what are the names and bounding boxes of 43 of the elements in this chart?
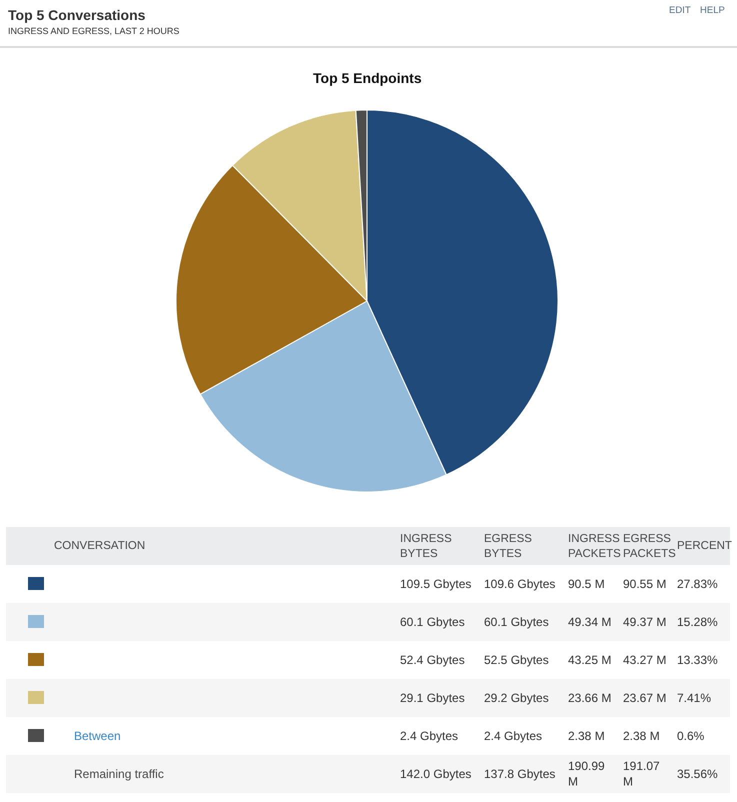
text: 43.25 M (568, 653, 612, 667)
text: 43.27 M (623, 653, 666, 667)
category-label: Remaining traffic (74, 767, 164, 781)
text: 137.8 Gbytes (484, 767, 556, 781)
text: 29.2 Gbytes (484, 691, 549, 705)
text: 49.34 M (568, 615, 612, 629)
text: INGRESS PACKETS (568, 533, 622, 560)
text: HELP (700, 5, 725, 16)
text: 90.5 M (568, 577, 605, 591)
text: 191.07 M (623, 759, 660, 789)
text: 29.1 Gbytes (400, 691, 465, 705)
text: Top 5 Conversations (8, 7, 146, 23)
text: 2.4 Gbytes (484, 729, 542, 743)
text: 2.4 Gbytes (400, 729, 458, 743)
text: 35.56% (677, 767, 718, 781)
text: 142.0 Gbytes (400, 767, 472, 781)
text: 60.1 Gbytes (484, 615, 549, 629)
text: EGRESS PACKETS (623, 533, 676, 560)
text: EGRESS BYTES (484, 533, 532, 560)
text: 23.66 M (568, 691, 612, 705)
text: EDIT (669, 5, 691, 16)
text: 0.6% (677, 729, 705, 743)
text: 2.38 M (568, 729, 605, 743)
text: 109.6 Gbytes (484, 577, 556, 591)
text: 60.1 Gbytes (400, 615, 465, 629)
chart-title: Top 5 Endpoints (313, 70, 422, 86)
text: INGRESS BYTES (400, 533, 452, 560)
category-label: Between (74, 729, 121, 743)
text: 52.4 Gbytes (400, 653, 465, 667)
text: 190.99 M (568, 759, 606, 789)
text: 7.41% (677, 691, 712, 705)
text: 52.5 Gbytes (484, 653, 549, 667)
text: 15.28% (677, 615, 718, 629)
text: 90.55 M (623, 577, 666, 591)
text: CONVERSATION (54, 540, 146, 552)
text: 2.38 M (623, 729, 660, 743)
text: PERCENT (677, 540, 732, 552)
text: 23.67 M (623, 691, 666, 705)
text: 109.5 Gbytes (400, 577, 472, 591)
text: INGRESS AND EGRESS, LAST 2 HOURS (8, 26, 180, 36)
text: 27.83% (677, 577, 718, 591)
text: 49.37 M (623, 615, 666, 629)
text: 13.33% (677, 653, 718, 667)
